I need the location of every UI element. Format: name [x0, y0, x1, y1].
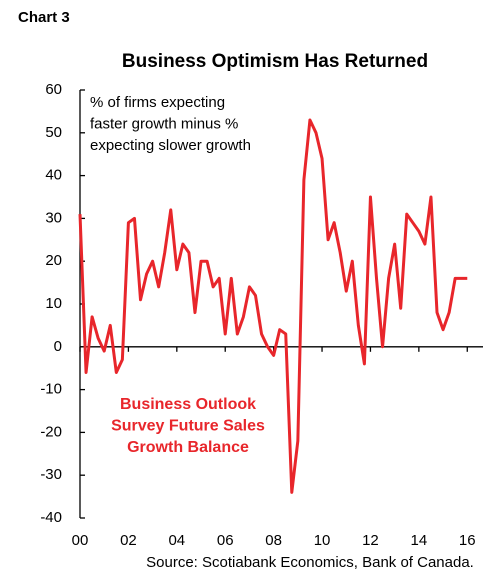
y-tick-label: 50 [45, 124, 62, 141]
source: Source: Scotiabank Economics, Bank of Ca… [146, 554, 474, 571]
annotation: expecting slower growth [90, 137, 251, 154]
y-tick-label: 20 [45, 252, 62, 269]
x-tick-label: 08 [265, 532, 282, 549]
x-tick-label: 16 [459, 532, 476, 549]
series-annotation: Business Outlook [120, 396, 256, 413]
series-annotation: Survey Future Sales [111, 418, 265, 435]
x-tick-label: 12 [362, 532, 379, 549]
annotation: faster growth minus % [90, 115, 238, 132]
annotation: % of firms expecting [90, 94, 225, 111]
series-annotation: Growth Balance [127, 439, 249, 456]
y-tick-label: 60 [45, 81, 62, 98]
y-tick-label: 40 [45, 167, 62, 184]
chart-label: Chart 3 [18, 9, 70, 26]
x-tick-label: 14 [411, 532, 428, 549]
y-tick-label: -20 [40, 423, 62, 440]
y-tick-label: -40 [40, 509, 62, 526]
y-tick-label: 30 [45, 209, 62, 226]
x-tick-label: 02 [120, 532, 137, 549]
x-tick-label: 06 [217, 532, 234, 549]
y-tick-label: -30 [40, 466, 62, 483]
chart-title: Business Optimism Has Returned [122, 51, 428, 72]
y-tick-label: -10 [40, 381, 62, 398]
x-tick-label: 04 [168, 532, 185, 549]
data-line [78, 118, 468, 494]
y-tick-label: 0 [54, 338, 62, 355]
x-tick-label: 00 [72, 532, 89, 549]
y-tick-label: 10 [45, 295, 62, 312]
x-tick-label: 10 [314, 532, 331, 549]
